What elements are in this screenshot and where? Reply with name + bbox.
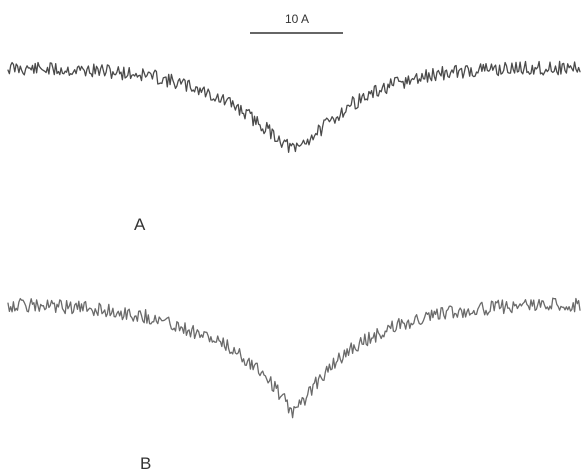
series-line-b — [7, 297, 581, 419]
panel-label-a: A — [134, 215, 146, 234]
series-line-a — [7, 60, 581, 153]
trace-panel-b: B — [7, 297, 581, 472]
trace-panel-a: A — [7, 60, 581, 234]
scale-bar-label: 10 A — [285, 12, 309, 26]
scale-bar: 10 A — [250, 12, 343, 34]
panel-label-b: B — [140, 454, 151, 472]
